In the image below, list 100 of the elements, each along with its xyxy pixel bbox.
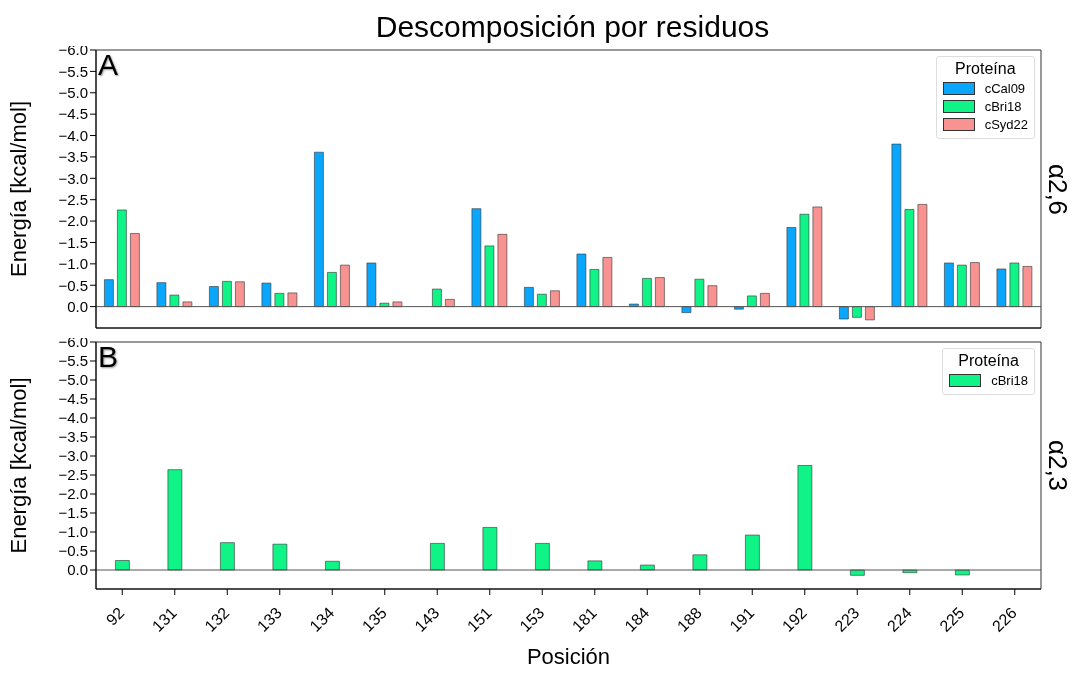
bar (104, 279, 114, 307)
bar (274, 293, 285, 307)
y-tick-label: −5.0 (58, 371, 88, 389)
x-tick-label: 133 (253, 604, 285, 635)
bar (747, 295, 757, 307)
bar (839, 306, 849, 320)
y-tick-label: −1.5 (58, 233, 88, 251)
legend-label: cBri18 (991, 373, 1028, 388)
bar (734, 306, 744, 310)
y-tick-label: −0.5 (58, 542, 88, 560)
bar (169, 294, 180, 307)
y-tick-label: −1.0 (58, 255, 88, 273)
bar (904, 209, 915, 307)
y-tick-label: −3.5 (58, 148, 88, 166)
bar (957, 264, 967, 307)
annotation: A (98, 48, 119, 82)
bar (642, 278, 652, 307)
bar (917, 204, 928, 307)
annotation: B (98, 340, 119, 374)
x-tick-label: 191 (726, 604, 758, 635)
bar (812, 206, 823, 307)
y-axis-title: Energía [kcal/mol] (5, 377, 31, 554)
y-tick-label: −2.0 (58, 212, 88, 230)
chart-title: Descomposición por residuos (375, 10, 770, 43)
bar (484, 245, 495, 307)
y-tick-label: −2.5 (58, 466, 88, 484)
bar (865, 306, 875, 321)
bar (576, 253, 587, 307)
bar (261, 282, 272, 307)
x-tick-label: 134 (306, 604, 338, 635)
bar (327, 272, 337, 307)
y-tick-label: −1.5 (58, 504, 88, 522)
y-tick-label: −2.0 (58, 485, 88, 503)
x-tick-label: 188 (673, 604, 705, 635)
bar (891, 143, 902, 307)
x-tick-label: 132 (201, 604, 233, 635)
x-tick-label: 192 (778, 604, 810, 635)
bar (235, 281, 245, 307)
bar (340, 264, 350, 307)
y-tick-label: 0.0 (67, 297, 88, 315)
y-tick-label: −1.0 (58, 523, 88, 541)
x-tick-label: 143 (411, 604, 443, 635)
x-tick-label: 223 (831, 604, 863, 635)
y-tick-label: −4.5 (58, 105, 88, 123)
x-tick-label: 225 (936, 604, 968, 635)
legend-title: Proteína (957, 352, 1020, 370)
y-tick-label: −4.0 (58, 409, 88, 427)
bar (156, 282, 167, 307)
bar (366, 262, 377, 307)
bar (1009, 262, 1020, 307)
y-tick-label: −3.0 (58, 447, 88, 465)
y-tick-label: −0.5 (58, 276, 88, 294)
bar (852, 306, 862, 318)
x-tick-label: 181 (568, 604, 600, 635)
x-tick-label: 92 (102, 604, 128, 629)
x-tick-label: 153 (516, 604, 548, 635)
y-tick-label: 0.0 (67, 561, 88, 579)
bar (760, 293, 770, 307)
bar (471, 208, 482, 307)
bar (799, 213, 810, 307)
text: α2,3 (1042, 439, 1074, 492)
y-tick-label: −5.0 (58, 84, 88, 102)
bar (602, 257, 613, 307)
bar (432, 288, 442, 307)
y-tick-label: −4.5 (58, 390, 88, 408)
x-tick-label: 226 (988, 604, 1020, 635)
x-tick-label: 151 (463, 604, 495, 635)
bar (314, 151, 324, 307)
bar (589, 269, 600, 307)
legend-label: cSyd22 (984, 117, 1028, 132)
x-tick-label: 131 (148, 604, 180, 635)
bar (707, 285, 718, 307)
bar (655, 277, 665, 307)
bar (1022, 266, 1033, 307)
bar (944, 262, 954, 307)
x-tick-label: 135 (358, 604, 390, 635)
bar (130, 233, 140, 307)
bar (996, 268, 1007, 307)
y-tick-label: −4.0 (58, 126, 88, 144)
bar (681, 306, 692, 313)
legend-label: cCal09 (984, 81, 1026, 96)
x-tick-label: 224 (883, 604, 915, 635)
text: α2,6 (1042, 163, 1074, 215)
bar (550, 290, 560, 307)
y-axis-title: Energía [kcal/mol] (5, 100, 31, 278)
bar (209, 286, 219, 307)
bar (537, 293, 547, 307)
legend-title: Proteína (954, 60, 1017, 78)
legend-label: cBri18 (984, 99, 1022, 114)
bar (117, 209, 127, 307)
bar (970, 262, 980, 307)
y-tick-label: −2.5 (58, 191, 88, 209)
bar (222, 281, 232, 307)
bar (524, 287, 534, 307)
bar (694, 278, 705, 307)
bar (287, 292, 298, 307)
y-tick-label: −3.5 (58, 428, 88, 446)
bar (786, 227, 797, 307)
y-tick-label: −5.5 (58, 352, 88, 370)
bar (497, 234, 508, 307)
